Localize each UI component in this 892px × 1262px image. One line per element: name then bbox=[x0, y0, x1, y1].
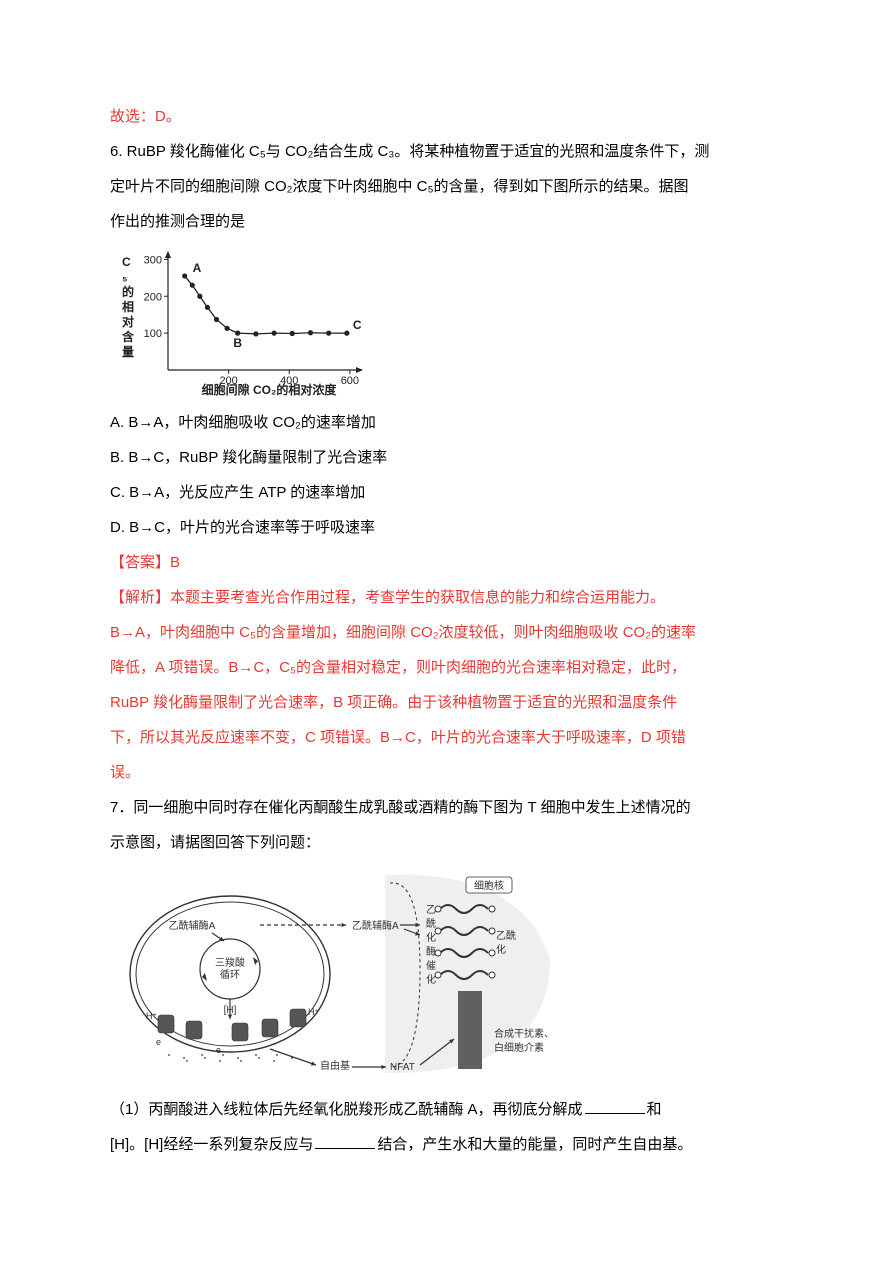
q6-explanation-1: 【解析】本题主要考查光合作用过程，考查学生的获取信息的能力和综合运用能力。 bbox=[110, 581, 782, 614]
q7-sub1-text-c: [H]。[H]经经一系列复杂反应与 bbox=[110, 1136, 313, 1153]
svg-text:600: 600 bbox=[341, 375, 359, 387]
svg-text:对: 对 bbox=[122, 314, 134, 329]
q6-stem-line2: 定叶片不同的细胞间隙 CO₂浓度下叶肉细胞中 C₅的含量，得到如下图所示的结果。… bbox=[110, 170, 782, 203]
svg-text:催: 催 bbox=[426, 959, 436, 972]
svg-text:B: B bbox=[233, 336, 242, 350]
q7-sub1-text-a: （1）丙酮酸进入线粒体后先经氧化脱羧形成乙酰辅酶 A，再彻底分解成 bbox=[110, 1101, 583, 1118]
svg-text:量: 量 bbox=[122, 345, 134, 359]
q6-stem-line3: 作出的推测合理的是 bbox=[110, 205, 782, 238]
q7-sub1-cont: [H]。[H]经经一系列复杂反应与 结合，产生水和大量的能量，同时产生自由基。 bbox=[110, 1128, 782, 1161]
svg-text:e: e bbox=[216, 1045, 221, 1055]
document-page: 故选：D。 6. RuBP 羧化酶催化 C₅与 CO₂结合生成 C₃。将某种植物… bbox=[0, 0, 892, 1262]
svg-text:C: C bbox=[122, 255, 131, 269]
q7-stem-line1: 7．同一细胞中同时存在催化丙酮酸生成乳酸或酒精的酶下图为 T 细胞中发生上述情况… bbox=[110, 791, 782, 824]
svg-text:化: 化 bbox=[426, 931, 436, 944]
svg-text:e: e bbox=[156, 1037, 161, 1047]
svg-text:白细胞介素: 白细胞介素 bbox=[494, 1041, 544, 1054]
svg-text:自由基: 自由基 bbox=[320, 1059, 350, 1072]
q7-stem-line2: 示意图，请据图回答下列问题： bbox=[110, 826, 782, 859]
svg-text:酰: 酰 bbox=[426, 917, 436, 930]
svg-text:C: C bbox=[353, 318, 362, 332]
prev-answer-conclusion: 故选：D。 bbox=[110, 100, 782, 133]
svg-text:含: 含 bbox=[122, 329, 135, 344]
svg-text:酶: 酶 bbox=[426, 945, 436, 958]
svg-text:乙酰辅酶A: 乙酰辅酶A bbox=[352, 919, 399, 932]
q6-option-d: D. B→C，叶片的光合速率等于呼吸速率 bbox=[110, 511, 782, 544]
svg-text:细胞间隙 CO₂的相对浓度: 细胞间隙 CO₂的相对浓度 bbox=[202, 382, 338, 396]
q6-explanation-3: 降低，A 项错误。B→C，C₅的含量相对稳定，则叶肉细胞的光合速率相对稳定，此时… bbox=[110, 651, 782, 684]
svg-text:200: 200 bbox=[144, 291, 162, 303]
q6-explanation-6: 误。 bbox=[110, 756, 782, 789]
q6-chart: 100200300200400600C₅的相对含量细胞间隙 CO₂的相对浓度AB… bbox=[110, 244, 370, 396]
svg-text:NFAT: NFAT bbox=[390, 1062, 415, 1073]
svg-text:的: 的 bbox=[122, 284, 134, 299]
fill-blank-1[interactable] bbox=[585, 1099, 645, 1114]
q6-explanation-5: 下，所以其光反应速率不变，C 项错误。B→C，叶片的光合速率大于呼吸速率，D 项… bbox=[110, 721, 782, 754]
svg-text:化: 化 bbox=[496, 943, 506, 956]
svg-text:化: 化 bbox=[426, 973, 436, 986]
svg-text:H⁺: H⁺ bbox=[146, 1011, 157, 1021]
svg-text:₅: ₅ bbox=[122, 270, 128, 284]
q6-explanation-2: B→A，叶肉细胞中 C₅的含量增加，细胞间隙 CO₂浓度较低，则叶肉细胞吸收 C… bbox=[110, 616, 782, 649]
svg-text:乙酰: 乙酰 bbox=[496, 929, 516, 942]
svg-text:A: A bbox=[193, 261, 202, 275]
svg-text:合成干扰素、: 合成干扰素、 bbox=[494, 1027, 554, 1040]
svg-text:循环: 循环 bbox=[220, 968, 240, 981]
svg-text:H⁺: H⁺ bbox=[308, 1007, 319, 1017]
q6-stem-line1: 6. RuBP 羧化酶催化 C₅与 CO₂结合生成 C₃。将某种植物置于适宜的光… bbox=[110, 135, 782, 168]
q7-sub1-text-d: 结合，产生水和大量的能量，同时产生自由基。 bbox=[377, 1136, 692, 1153]
fill-blank-2[interactable] bbox=[315, 1134, 375, 1149]
q6-option-b: B. B→C，RuBP 羧化酶量限制了光合速率 bbox=[110, 441, 782, 474]
svg-text:相: 相 bbox=[122, 299, 134, 314]
q6-answer: 【答案】B bbox=[110, 546, 782, 579]
q7-sub1: （1）丙酮酸进入线粒体后先经氧化脱羧形成乙酰辅酶 A，再彻底分解成 和 bbox=[110, 1093, 782, 1126]
q6-option-c: C. B→A，光反应产生 ATP 的速率增加 bbox=[110, 476, 782, 509]
svg-text:乙酰辅酶A: 乙酰辅酶A bbox=[169, 919, 216, 932]
q7-diagram: 细胞核乙酰化酶催化乙酰化合成干扰素、白细胞介素H⁺eeH⁺三羧酸循环[H]乙酰辅… bbox=[120, 869, 560, 1079]
q6-option-a: A. B→A，叶肉细胞吸收 CO₂的速率增加 bbox=[110, 406, 782, 439]
svg-text:100: 100 bbox=[144, 328, 162, 340]
q6-explanation-4: RuBP 羧化酶量限制了光合速率，B 项正确。由于该种植物置于适宜的光照和温度条… bbox=[110, 686, 782, 719]
svg-text:300: 300 bbox=[144, 254, 162, 266]
q7-sub1-text-b: 和 bbox=[647, 1101, 662, 1118]
svg-text:三羧酸: 三羧酸 bbox=[215, 956, 245, 969]
svg-text:乙: 乙 bbox=[426, 904, 436, 916]
svg-text:细胞核: 细胞核 bbox=[474, 879, 504, 892]
